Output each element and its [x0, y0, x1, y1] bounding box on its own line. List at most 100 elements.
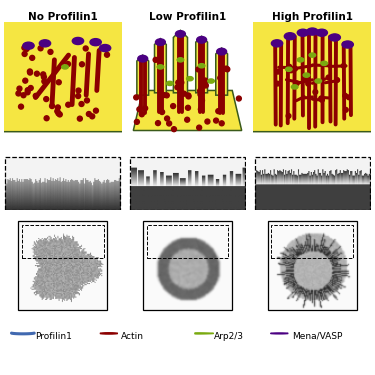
- Ellipse shape: [307, 28, 318, 35]
- Circle shape: [105, 52, 110, 57]
- Circle shape: [225, 67, 230, 72]
- Circle shape: [48, 50, 53, 54]
- Circle shape: [41, 72, 46, 77]
- Circle shape: [203, 83, 208, 88]
- Circle shape: [341, 63, 346, 68]
- Bar: [22, 225, 104, 258]
- Ellipse shape: [156, 39, 165, 45]
- Circle shape: [200, 98, 204, 103]
- Circle shape: [302, 76, 307, 81]
- Circle shape: [22, 51, 27, 56]
- Ellipse shape: [176, 31, 185, 37]
- Circle shape: [171, 127, 177, 132]
- Circle shape: [218, 75, 223, 80]
- Circle shape: [175, 85, 180, 90]
- Polygon shape: [154, 39, 166, 93]
- Circle shape: [56, 105, 60, 110]
- Ellipse shape: [177, 58, 184, 62]
- Bar: [147, 225, 228, 258]
- Circle shape: [214, 118, 219, 123]
- Ellipse shape: [297, 58, 304, 62]
- Ellipse shape: [315, 79, 321, 83]
- Polygon shape: [195, 333, 214, 334]
- Circle shape: [44, 116, 49, 121]
- Ellipse shape: [23, 42, 34, 49]
- Ellipse shape: [342, 41, 353, 48]
- Ellipse shape: [217, 48, 226, 55]
- Ellipse shape: [208, 79, 214, 83]
- Circle shape: [186, 93, 191, 98]
- Circle shape: [25, 90, 30, 95]
- Circle shape: [66, 62, 70, 66]
- Text: Mena/VASP: Mena/VASP: [292, 332, 342, 341]
- Circle shape: [30, 56, 34, 60]
- Circle shape: [198, 107, 203, 112]
- Circle shape: [306, 81, 310, 86]
- Circle shape: [44, 97, 49, 102]
- Circle shape: [38, 46, 43, 51]
- Circle shape: [346, 95, 351, 100]
- Circle shape: [27, 69, 32, 74]
- Title: Low Profilin1: Low Profilin1: [149, 12, 226, 22]
- Ellipse shape: [39, 40, 51, 47]
- Circle shape: [93, 108, 98, 113]
- Circle shape: [22, 45, 27, 50]
- Circle shape: [287, 64, 292, 69]
- Circle shape: [86, 111, 92, 117]
- Circle shape: [275, 81, 280, 86]
- Circle shape: [28, 70, 33, 75]
- Ellipse shape: [291, 85, 298, 89]
- Ellipse shape: [198, 64, 205, 68]
- Circle shape: [320, 98, 324, 102]
- Circle shape: [276, 69, 280, 74]
- Circle shape: [182, 91, 186, 96]
- Circle shape: [236, 96, 242, 101]
- Bar: [272, 225, 353, 258]
- Circle shape: [166, 121, 172, 126]
- Ellipse shape: [99, 45, 111, 52]
- Circle shape: [185, 117, 190, 122]
- Circle shape: [56, 80, 61, 85]
- Ellipse shape: [303, 73, 310, 77]
- Circle shape: [344, 108, 348, 112]
- Circle shape: [42, 79, 47, 84]
- Ellipse shape: [309, 53, 316, 57]
- Text: Arp2/3: Arp2/3: [214, 332, 244, 341]
- Circle shape: [16, 91, 21, 96]
- Circle shape: [140, 112, 144, 117]
- Circle shape: [25, 88, 30, 93]
- Circle shape: [196, 67, 201, 72]
- Ellipse shape: [138, 56, 148, 62]
- Circle shape: [335, 78, 339, 82]
- Polygon shape: [226, 0, 375, 132]
- Ellipse shape: [196, 36, 207, 43]
- Ellipse shape: [72, 38, 84, 45]
- Circle shape: [33, 93, 38, 98]
- Ellipse shape: [62, 65, 68, 69]
- Circle shape: [56, 111, 61, 116]
- Circle shape: [84, 98, 90, 103]
- Circle shape: [57, 112, 62, 117]
- Polygon shape: [173, 30, 188, 93]
- Circle shape: [24, 46, 29, 51]
- Circle shape: [137, 107, 142, 112]
- Circle shape: [134, 119, 140, 124]
- Circle shape: [343, 93, 348, 98]
- Circle shape: [100, 333, 118, 334]
- Circle shape: [160, 110, 165, 114]
- Polygon shape: [216, 48, 228, 95]
- Circle shape: [198, 92, 203, 97]
- Polygon shape: [196, 36, 207, 93]
- Ellipse shape: [186, 76, 193, 81]
- Circle shape: [55, 109, 60, 114]
- Circle shape: [18, 104, 24, 109]
- Circle shape: [313, 90, 318, 94]
- Polygon shape: [134, 90, 242, 130]
- Circle shape: [164, 93, 169, 98]
- Ellipse shape: [272, 40, 283, 47]
- Circle shape: [186, 105, 190, 110]
- Circle shape: [21, 93, 26, 98]
- Ellipse shape: [329, 34, 340, 41]
- Circle shape: [186, 94, 191, 99]
- Circle shape: [23, 78, 28, 83]
